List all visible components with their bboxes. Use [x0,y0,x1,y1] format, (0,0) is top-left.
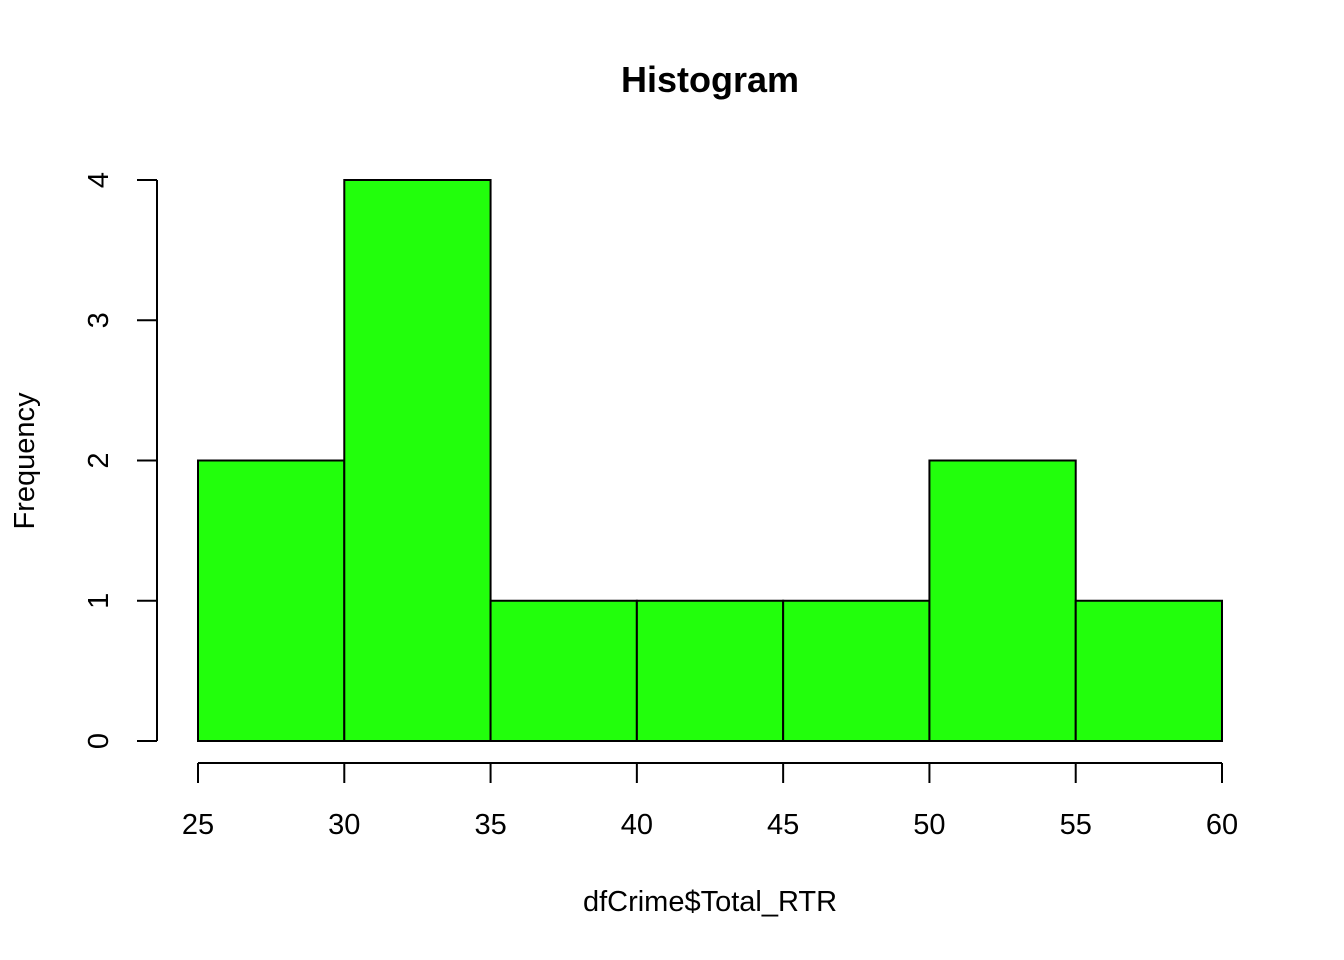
histogram-bar [343,179,492,742]
x-tick-label: 50 [913,809,945,841]
x-axis-label: dfCrime$Total_RTR [583,886,837,918]
x-tick-label: 60 [1206,809,1238,841]
bars-group [197,179,1223,742]
x-tick-label: 35 [474,809,506,841]
x-tick-label: 55 [1060,809,1092,841]
y-tick-label: 1 [83,593,115,609]
x-tick-label: 25 [182,809,214,841]
chart-title: Histogram [621,59,799,100]
x-tick-label: 30 [328,809,360,841]
x-axis: 25 30 35 40 45 50 55 60 [182,762,1238,841]
x-tick-label: 40 [621,809,653,841]
y-tick-label: 0 [83,733,115,749]
histogram-bar [782,599,931,742]
histogram-bar [489,599,638,742]
y-tick-label: 2 [83,452,115,468]
x-tick-label: 45 [767,809,799,841]
y-tick-label: 4 [83,172,115,188]
y-axis: 0 1 2 3 4 [83,172,158,749]
y-tick-label: 3 [83,312,115,328]
histogram-bar [635,599,785,742]
histogram-bar [1074,599,1223,742]
histogram-bar [197,459,346,742]
histogram-bar [928,459,1077,742]
y-axis-label: Frequency [9,392,41,530]
